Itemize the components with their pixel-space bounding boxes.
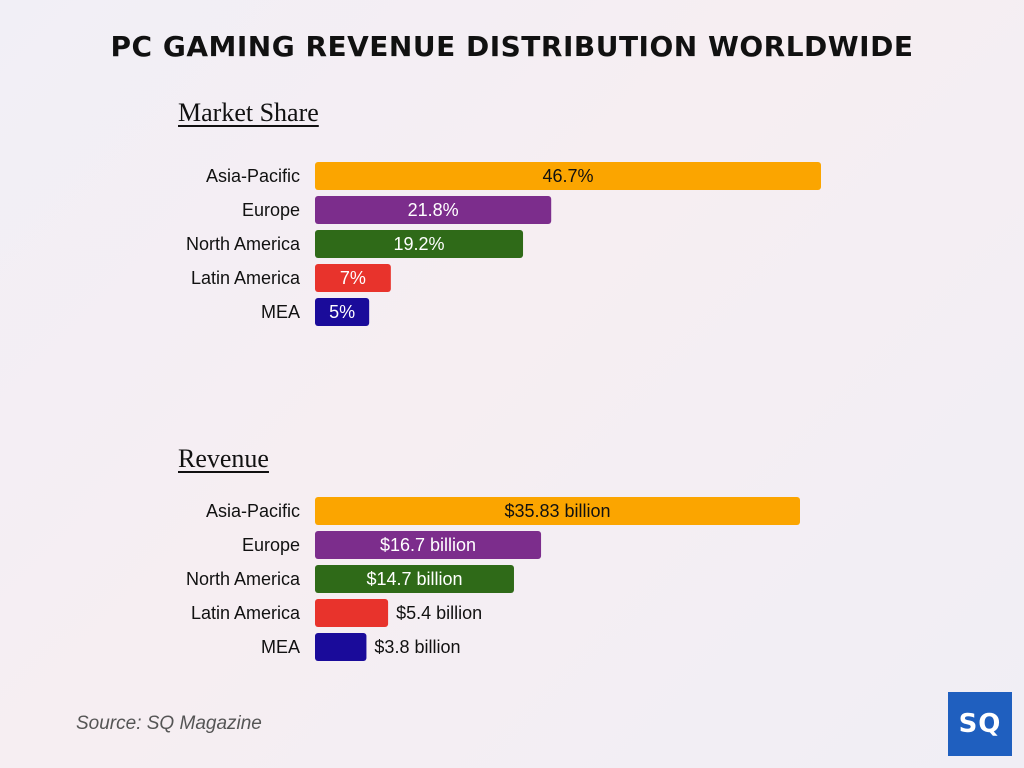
bar-mea [315,298,370,326]
market-share-heading: Market Share [178,98,319,127]
value-label-europe: $16.7 billion [380,535,476,555]
bar-asia-pacific [315,497,800,525]
revenue-chart: Asia-Pacific $35.83 billion Europe $16.7 bi… [186,497,800,661]
value-label-asia-pacific: $35.83 billion [504,501,610,521]
bar-north-america [315,565,514,593]
bar-europe [315,531,542,559]
page-title: PC GAMING REVENUE DISTRIBUTION WORLDWIDE [110,30,914,63]
category-label-latin-america: Latin America [191,603,301,623]
bar-asia-pacific [315,162,821,190]
category-label-europe: Europe [242,200,300,220]
market-share-chart: Asia-Pacific 46.7% Europe 21.8% North Americ… [186,162,821,326]
bar-latin-america [315,264,391,292]
category-label-europe: Europe [242,535,300,555]
value-label-north-america: $14.7 billion [366,569,462,589]
value-label-mea: $3.8 billion [374,637,460,657]
bar-latin-america [315,599,389,627]
bar-mea [315,633,367,661]
value-label-mea: 5% [329,302,355,322]
value-label-asia-pacific: 46.7% [542,166,593,186]
category-label-north-america: North America [186,569,301,589]
category-label-asia-pacific: Asia-Pacific [206,501,300,521]
category-label-mea: MEA [261,302,300,322]
value-label-europe: 21.8% [408,200,459,220]
bar-north-america [315,230,524,258]
category-label-mea: MEA [261,637,300,657]
bar-europe [315,196,552,224]
revenue-heading: Revenue [178,444,269,473]
value-label-latin-america: $5.4 billion [396,603,482,623]
value-label-latin-america: 7% [340,268,366,288]
value-label-north-america: 19.2% [393,234,444,254]
category-label-north-america: North America [186,234,301,254]
category-label-asia-pacific: Asia-Pacific [206,166,300,186]
sq-logo: SQ [948,692,1012,756]
category-label-latin-america: Latin America [191,268,301,288]
source-note: Source: SQ Magazine [76,713,262,734]
